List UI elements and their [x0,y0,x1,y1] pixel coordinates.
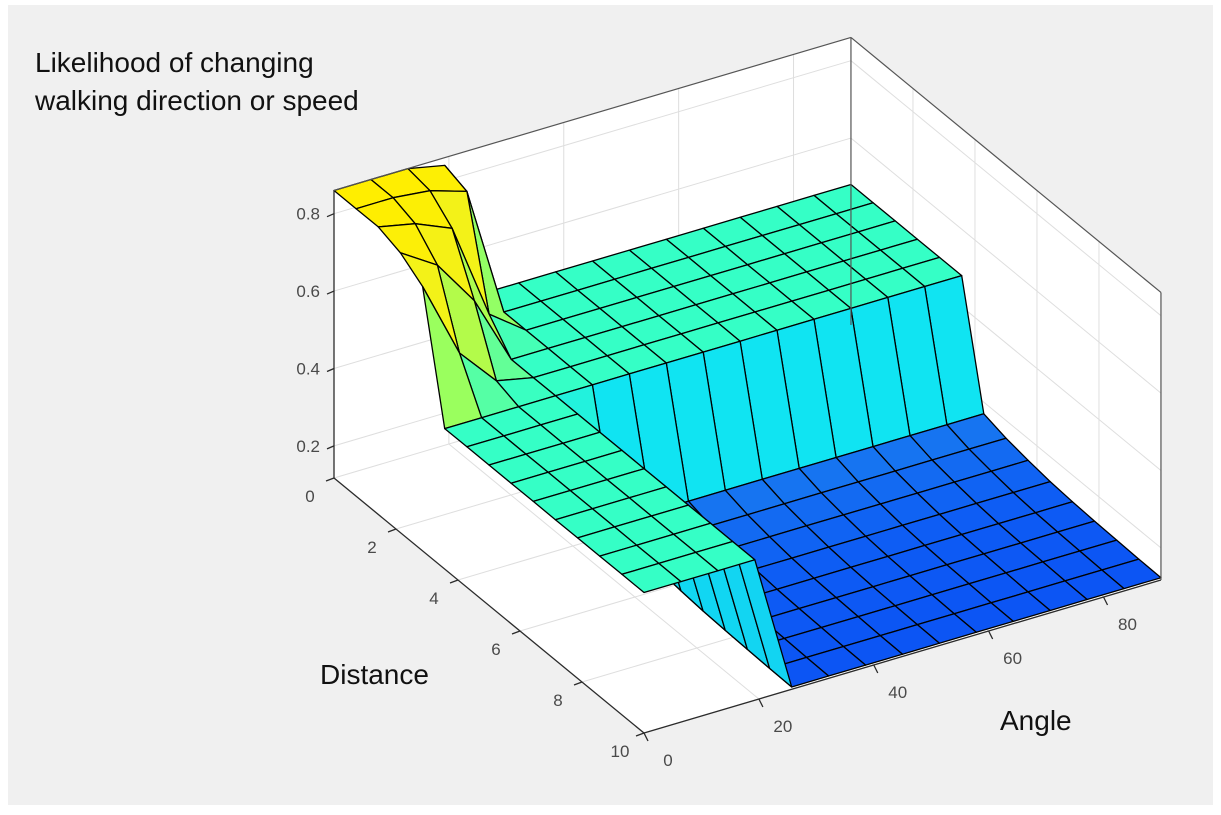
distance-tick-mark [511,630,521,635]
z-tick-label: 0.4 [296,359,320,378]
angle-axis-label: Angle [1000,705,1072,736]
distance-tick-label: 6 [491,640,500,659]
distance-tick-label: 4 [429,589,438,608]
back-wall-angle-max [851,37,1161,580]
z-tick-label: 0.2 [296,437,320,456]
gridline-angle-floor [448,443,760,700]
z-axis-label-line-2: walking direction or speed [35,85,359,116]
angle-tick-mark [1102,596,1109,606]
distance-tick-mark [635,732,645,737]
distance-tick-mark [573,681,583,686]
angle-tick-mark [873,664,879,674]
distance-tick-mark [387,528,397,533]
angle-tick-label: 80 [1118,615,1137,634]
angle-tick-mark [988,630,994,640]
distance-tick-mark [325,477,335,482]
distance-axis-label: Distance [320,659,429,690]
angle-tick-mark [643,732,649,742]
box-top-side-edge [850,36,1162,293]
distance-tick-label: 0 [305,487,314,506]
distance-tick-label: 2 [367,538,376,557]
distance-tick-label: 10 [611,742,630,761]
z-tick-mark [326,213,335,218]
gridline-z-side [850,60,1162,317]
distance-tick-label: 8 [553,691,562,710]
box-top-back-edge [333,36,852,192]
surface-mesh [333,164,1162,688]
angle-tick-label: 0 [663,751,672,770]
distance-tick-mark [449,579,459,584]
z-tick-label: 0.8 [296,205,320,224]
z-tick-mark [326,445,335,450]
angle-axis-line [643,579,1162,734]
distance-axis-line [333,477,645,734]
tick-labels: 0.2 0.4 0.6 0.8 0 2 4 6 8 10 0 20 40 60 80 [296,205,1137,770]
z-axis-label: Likelihood of changing walking direction… [35,44,359,120]
angle-tick-label: 40 [888,683,907,702]
angle-tick-label: 20 [773,717,792,736]
z-axis-label-line-1: Likelihood of changing [35,47,314,78]
z-tick-label: 0.6 [296,282,320,301]
z-tick-mark [326,367,335,373]
axis-lines [325,36,1162,742]
z-tick-mark [326,290,335,295]
gridline-z-side [850,137,1162,394]
angle-tick-label: 60 [1003,649,1022,668]
angle-tick-mark [758,698,764,708]
surface-face [621,562,682,594]
